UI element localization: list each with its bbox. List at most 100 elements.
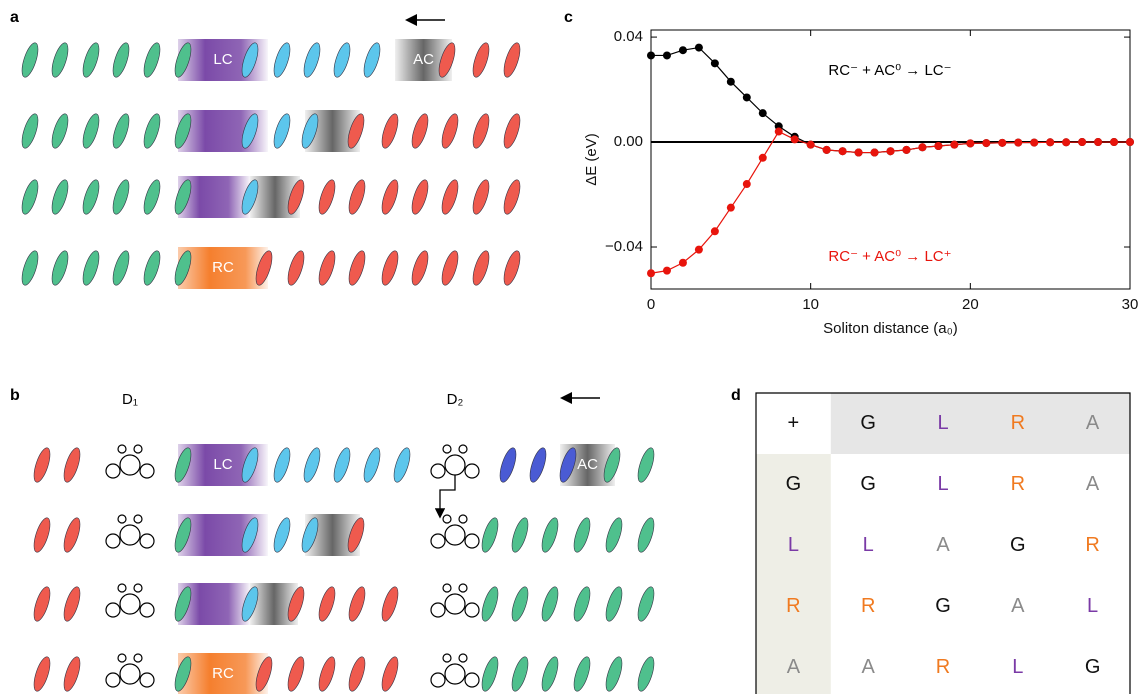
molecule (80, 41, 103, 79)
molecule (361, 41, 384, 79)
x-tick-label: 10 (802, 296, 819, 313)
molecule (110, 112, 133, 150)
molecule (141, 178, 164, 216)
dopant-site (118, 654, 126, 662)
dopant-site (106, 534, 120, 548)
data-point (871, 149, 879, 157)
molecule (80, 112, 103, 150)
table-d: +GLRAGGLRALLAGRRRGALAARLG (756, 393, 1130, 694)
molecule (439, 178, 462, 216)
molecule (501, 178, 524, 216)
dopant-site (459, 445, 467, 453)
legend-entry: RC⁻ + AC⁰ → LC⁻ (828, 62, 951, 79)
dopant-site (140, 603, 154, 617)
table-cell: G (1085, 656, 1101, 678)
data-point (966, 139, 974, 147)
table-cell: R (861, 595, 875, 617)
dopant-site (140, 464, 154, 478)
molecule (635, 446, 658, 484)
table-cell: R (1011, 412, 1025, 434)
molecule (501, 41, 524, 79)
molecule (31, 446, 54, 484)
table-cell: A (862, 656, 876, 678)
dopant-site (134, 584, 142, 592)
data-point (1110, 138, 1118, 146)
soliton-label: AC (413, 51, 434, 68)
molecule (379, 249, 402, 287)
x-tick-label: 30 (1122, 296, 1139, 313)
dopant-site (443, 445, 451, 453)
molecule (271, 516, 294, 554)
dopant-site (120, 664, 140, 684)
dopant-site (459, 584, 467, 592)
molecule (391, 446, 414, 484)
dopant-site (106, 464, 120, 478)
molecule (409, 249, 432, 287)
panel-label: c (564, 9, 573, 26)
data-point (743, 93, 751, 101)
molecule (301, 446, 324, 484)
molecule (316, 655, 339, 693)
legend-entry: RC⁻ + AC⁰ → LC⁺ (828, 248, 951, 265)
dopant-site (431, 603, 445, 617)
molecule (479, 585, 502, 623)
data-point (950, 141, 958, 149)
table-cell: A (1086, 473, 1100, 495)
dopant-site (443, 584, 451, 592)
molecule (571, 585, 594, 623)
hop-arrow (440, 475, 455, 516)
molecule (346, 178, 369, 216)
dopant-site (443, 515, 451, 523)
molecule (31, 585, 54, 623)
molecule (361, 446, 384, 484)
molecule (603, 516, 626, 554)
molecule (379, 112, 402, 150)
data-point (727, 78, 735, 86)
molecule (539, 585, 562, 623)
data-point (1126, 138, 1134, 146)
data-point (807, 141, 815, 149)
data-point (727, 204, 735, 212)
dopant-site (140, 534, 154, 548)
table-cell: A (1086, 412, 1100, 434)
x-tick-label: 20 (962, 296, 979, 313)
data-point (695, 246, 703, 254)
dopant-site (431, 534, 445, 548)
molecule (31, 655, 54, 693)
table-cell: A (1011, 595, 1025, 617)
dopant-site (140, 673, 154, 687)
molecule (49, 178, 72, 216)
molecule (539, 655, 562, 693)
table-cell: A (936, 534, 950, 556)
molecule (271, 41, 294, 79)
molecule (141, 41, 164, 79)
molecule (479, 655, 502, 693)
molecule (141, 112, 164, 150)
dopant-site (443, 654, 451, 662)
data-point (743, 180, 751, 188)
data-point (679, 259, 687, 267)
figure: a b c d D₁ D₂ 0.040.00−0.040102030Solito… (0, 0, 1145, 694)
molecule (635, 655, 658, 693)
molecule (61, 446, 84, 484)
molecule (285, 249, 308, 287)
molecule (285, 655, 308, 693)
data-point (663, 267, 671, 275)
molecule (19, 41, 42, 79)
soliton-label: LC (213, 456, 232, 473)
molecule (379, 585, 402, 623)
molecule (31, 516, 54, 554)
molecule (439, 112, 462, 150)
molecule (61, 655, 84, 693)
dopant-site (118, 445, 126, 453)
molecule (509, 655, 532, 693)
molecule (603, 585, 626, 623)
data-point (663, 51, 671, 59)
dopant-site (106, 603, 120, 617)
molecule (271, 446, 294, 484)
data-point (902, 146, 910, 154)
molecule (527, 446, 550, 484)
dopant-site (106, 673, 120, 687)
dopant-site (134, 654, 142, 662)
